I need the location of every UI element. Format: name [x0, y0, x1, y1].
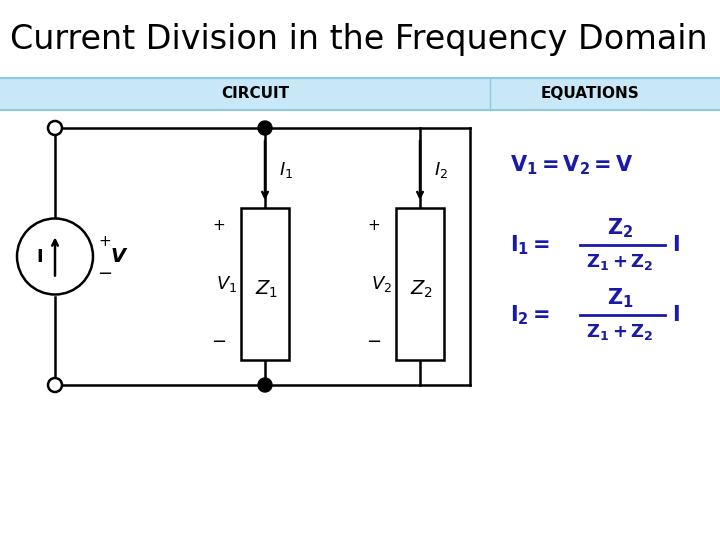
- Text: I: I: [37, 247, 43, 266]
- Text: $V_2$: $V_2$: [372, 274, 392, 294]
- Text: $\mathbf{I}$: $\mathbf{I}$: [672, 305, 680, 325]
- Circle shape: [48, 121, 62, 135]
- Text: $\mathbf{I_1 =}$: $\mathbf{I_1 =}$: [510, 233, 550, 257]
- Text: $\mathbf{I_2 =}$: $\mathbf{I_2 =}$: [510, 303, 550, 327]
- Circle shape: [258, 121, 272, 135]
- Text: +: +: [368, 219, 380, 233]
- Circle shape: [17, 219, 93, 294]
- Bar: [241, 208, 289, 360]
- Text: $I_1$: $I_1$: [279, 160, 293, 180]
- Text: $\mathbf{V_1 = V_2 = V}$: $\mathbf{V_1 = V_2 = V}$: [510, 153, 634, 177]
- Text: V: V: [110, 247, 125, 266]
- Bar: [0, 78, 720, 110]
- Text: $I_2$: $I_2$: [434, 160, 448, 180]
- Text: +: +: [212, 219, 225, 233]
- Circle shape: [258, 378, 272, 392]
- Text: CIRCUIT: CIRCUIT: [221, 86, 289, 102]
- Text: $\mathbf{Z_1+Z_2}$: $\mathbf{Z_1+Z_2}$: [586, 252, 654, 272]
- Text: $\mathbf{Z_1+Z_2}$: $\mathbf{Z_1+Z_2}$: [586, 322, 654, 342]
- Bar: [396, 208, 444, 360]
- Text: −: −: [366, 333, 382, 351]
- Text: $\mathbf{I}$: $\mathbf{I}$: [672, 235, 680, 255]
- Text: −: −: [97, 266, 112, 284]
- Text: $Z_1$: $Z_1$: [256, 278, 279, 300]
- Text: Current Division in the Frequency Domain: Current Division in the Frequency Domain: [10, 24, 708, 57]
- Text: $\mathbf{Z_1}$: $\mathbf{Z_1}$: [607, 286, 634, 310]
- Text: $Z_2$: $Z_2$: [410, 278, 433, 300]
- Text: +: +: [99, 234, 112, 249]
- Circle shape: [48, 378, 62, 392]
- Text: $V_1$: $V_1$: [217, 274, 238, 294]
- Text: EQUATIONS: EQUATIONS: [541, 86, 639, 102]
- Text: −: −: [212, 333, 227, 351]
- Text: $\mathbf{Z_2}$: $\mathbf{Z_2}$: [607, 216, 633, 240]
